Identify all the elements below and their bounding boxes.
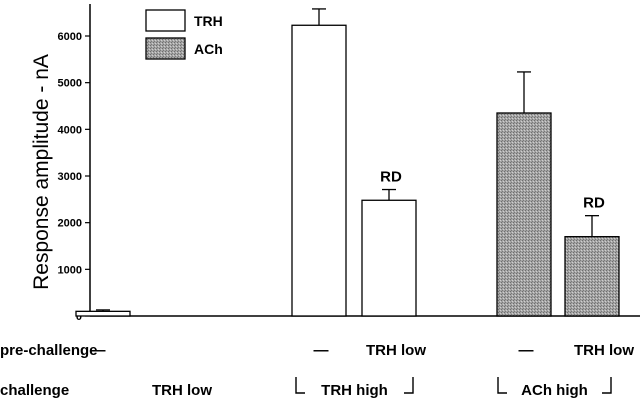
pre-challenge-value: TRH low bbox=[366, 342, 426, 359]
y-axis: 0 1000 2000 3000 4000 5000 6000 Response amplit… bbox=[30, 4, 640, 323]
y-axis-title: Response amplitude - nA bbox=[30, 54, 53, 290]
rd-annotation: RD bbox=[583, 195, 605, 212]
group-bracket-right bbox=[602, 377, 612, 394]
challenge-value: TRH high bbox=[321, 382, 388, 399]
bar-trh bbox=[75, 310, 131, 317]
pre-challenge-value: — bbox=[314, 342, 329, 359]
challenge-value: TRH low bbox=[152, 382, 212, 399]
y-tick-label: 6000 bbox=[58, 31, 82, 43]
pre-challenge-value: — bbox=[519, 342, 534, 359]
condition-rows: pre-challenge challenge — — TRH low — TRH low T… bbox=[0, 342, 634, 399]
challenge-value: ACh high bbox=[521, 382, 588, 399]
y-tick-label: 4000 bbox=[58, 124, 82, 136]
pre-challenge-value: — bbox=[91, 342, 106, 359]
y-tick-label: 0 bbox=[76, 311, 82, 323]
legend-swatch-trh bbox=[145, 9, 186, 32]
legend-swatch-ach bbox=[145, 37, 186, 60]
legend: TRH ACh bbox=[145, 9, 223, 60]
rd-annotation: RD bbox=[380, 169, 402, 186]
challenge-label: challenge bbox=[0, 382, 69, 399]
y-tick-label: 2000 bbox=[58, 218, 82, 230]
bar-ach bbox=[564, 236, 620, 317]
bars: RD RD bbox=[75, 8, 620, 317]
y-tick-label: 5000 bbox=[58, 78, 82, 90]
group-bracket-left bbox=[295, 377, 305, 394]
group-bracket-right bbox=[404, 377, 414, 394]
bar-trh bbox=[361, 199, 417, 317]
legend-label-ach: ACh bbox=[194, 41, 223, 57]
bar-trh bbox=[291, 24, 347, 317]
pre-challenge-label: pre-challenge bbox=[0, 342, 98, 359]
y-tick-label: 3000 bbox=[58, 171, 82, 183]
group-bracket-left bbox=[497, 377, 507, 394]
legend-label-trh: TRH bbox=[194, 13, 223, 29]
bar-ach bbox=[496, 112, 552, 317]
pre-challenge-value: TRH low bbox=[574, 342, 634, 359]
y-tick-label: 1000 bbox=[58, 264, 82, 276]
